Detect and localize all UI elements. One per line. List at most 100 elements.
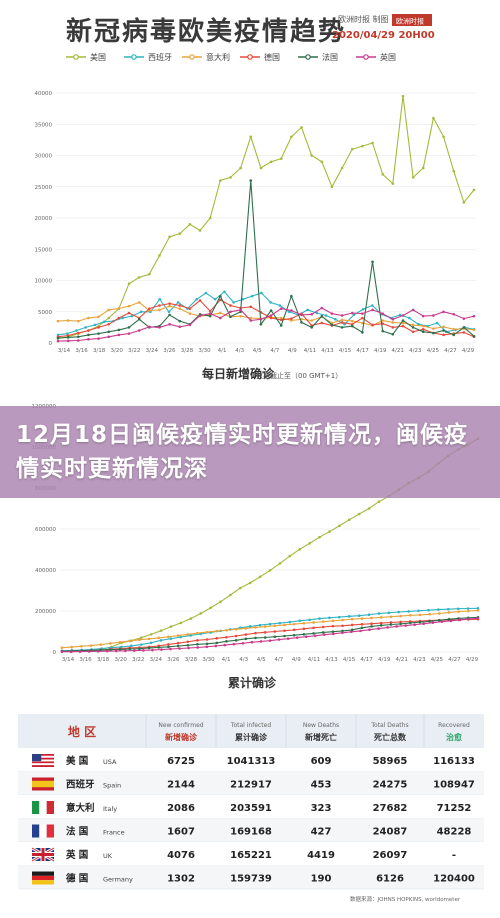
data-point-uk xyxy=(422,622,426,626)
header-total-infected-cn: 累计确诊 xyxy=(235,732,268,742)
x-tick-label: 4/1 xyxy=(222,657,231,663)
data-point-spain xyxy=(176,301,180,304)
usa-flag-stripe xyxy=(32,755,54,758)
data-point-germany xyxy=(168,302,171,305)
usa-flag-canton xyxy=(32,754,42,762)
data-point-spain xyxy=(167,310,171,314)
data-point-usa xyxy=(357,512,361,516)
data-point-france xyxy=(273,635,277,639)
cell-value: 48228 xyxy=(437,827,472,838)
data-point-uk xyxy=(148,325,151,329)
data-point-spain xyxy=(93,323,97,327)
x-tick-label: 4/11 xyxy=(308,657,320,663)
series-line-italy xyxy=(61,609,479,649)
data-point-usa xyxy=(300,126,303,129)
data-point-usa xyxy=(259,166,263,170)
cell-value: 116133 xyxy=(433,756,475,767)
source-line-2: 2020/04/29 20H00 xyxy=(332,30,435,41)
y-tick-label: 20000 xyxy=(35,216,53,222)
cell-value: 427 xyxy=(311,827,332,838)
data-point-spain xyxy=(179,635,183,639)
data-point-france xyxy=(411,326,415,329)
x-tick-label: 3/28 xyxy=(181,348,194,354)
data-point-france xyxy=(178,319,182,323)
data-point-usa xyxy=(148,272,151,276)
data-point-spain xyxy=(427,608,430,612)
data-point-uk xyxy=(105,649,109,653)
data-point-spain xyxy=(159,639,163,642)
data-point-france xyxy=(379,624,383,627)
data-point-italy xyxy=(283,623,286,627)
data-point-usa xyxy=(229,593,232,597)
data-point-usa xyxy=(249,135,253,139)
data-point-germany xyxy=(249,305,253,309)
data-point-uk xyxy=(142,649,145,652)
data-point-germany xyxy=(215,636,219,640)
data-point-germany xyxy=(290,317,293,320)
germany-flag-red xyxy=(32,875,54,881)
data-point-uk xyxy=(87,337,90,341)
data-point-italy xyxy=(452,327,456,331)
cell-value: 1607 xyxy=(167,827,195,838)
data-point-germany xyxy=(371,323,374,327)
country-name-cn: 英 国 xyxy=(66,849,88,861)
data-point-spain xyxy=(195,297,198,301)
data-point-spain xyxy=(298,619,302,623)
data-point-germany xyxy=(198,299,202,302)
x-tick-label: 4/9 xyxy=(292,657,301,663)
data-point-germany xyxy=(127,311,131,315)
legend-label-usa: 美国 xyxy=(90,52,106,62)
data-point-italy xyxy=(254,626,257,629)
data-point-uk xyxy=(467,617,471,621)
y-tick-label: 40000 xyxy=(35,91,53,97)
data-point-france xyxy=(229,315,232,319)
data-point-italy xyxy=(408,614,412,617)
data-point-italy xyxy=(273,624,277,628)
data-point-germany xyxy=(176,641,180,645)
data-point-uk xyxy=(295,636,299,639)
chart2-caption: 累计确诊 xyxy=(228,675,277,690)
data-point-spain xyxy=(361,307,365,311)
data-point-france xyxy=(370,625,373,628)
data-point-usa xyxy=(159,629,163,632)
cell-value: 203591 xyxy=(230,803,272,814)
x-tick-label: 3/22 xyxy=(128,348,140,354)
table-row xyxy=(18,771,484,795)
table-row xyxy=(18,842,484,866)
data-point-france xyxy=(234,639,238,642)
data-point-italy xyxy=(205,630,209,634)
data-point-germany xyxy=(225,635,228,639)
data-point-usa xyxy=(248,581,252,585)
data-point-italy xyxy=(428,612,431,616)
data-point-germany xyxy=(411,330,415,334)
data-point-spain xyxy=(149,641,153,645)
data-point-spain xyxy=(306,308,309,312)
country-name-en: Italy xyxy=(103,805,117,813)
data-point-uk xyxy=(151,648,154,652)
data-point-spain xyxy=(338,615,341,619)
data-point-uk xyxy=(268,639,272,642)
data-point-france xyxy=(399,622,402,626)
data-point-uk xyxy=(304,635,308,639)
data-point-italy xyxy=(438,612,441,615)
data-point-uk xyxy=(250,640,254,644)
data-point-spain xyxy=(407,316,411,320)
data-point-france xyxy=(408,621,412,625)
data-point-usa xyxy=(208,216,212,220)
source-logo-text: 欧洲时报 xyxy=(396,17,424,26)
y-tick-label: 25000 xyxy=(35,185,53,191)
data-point-france xyxy=(340,326,344,329)
legend-marker-spain xyxy=(131,54,137,60)
x-tick-label: 4/19 xyxy=(374,348,387,354)
data-point-france xyxy=(269,309,273,312)
data-point-france xyxy=(76,335,80,339)
table-row xyxy=(18,748,484,772)
country-name-en: France xyxy=(103,829,125,837)
data-point-france xyxy=(401,319,405,322)
data-point-usa xyxy=(149,633,153,636)
data-point-france xyxy=(421,330,425,334)
data-point-usa xyxy=(308,542,311,545)
data-point-france xyxy=(254,636,257,640)
data-point-germany xyxy=(186,640,190,644)
data-point-uk xyxy=(96,650,100,653)
